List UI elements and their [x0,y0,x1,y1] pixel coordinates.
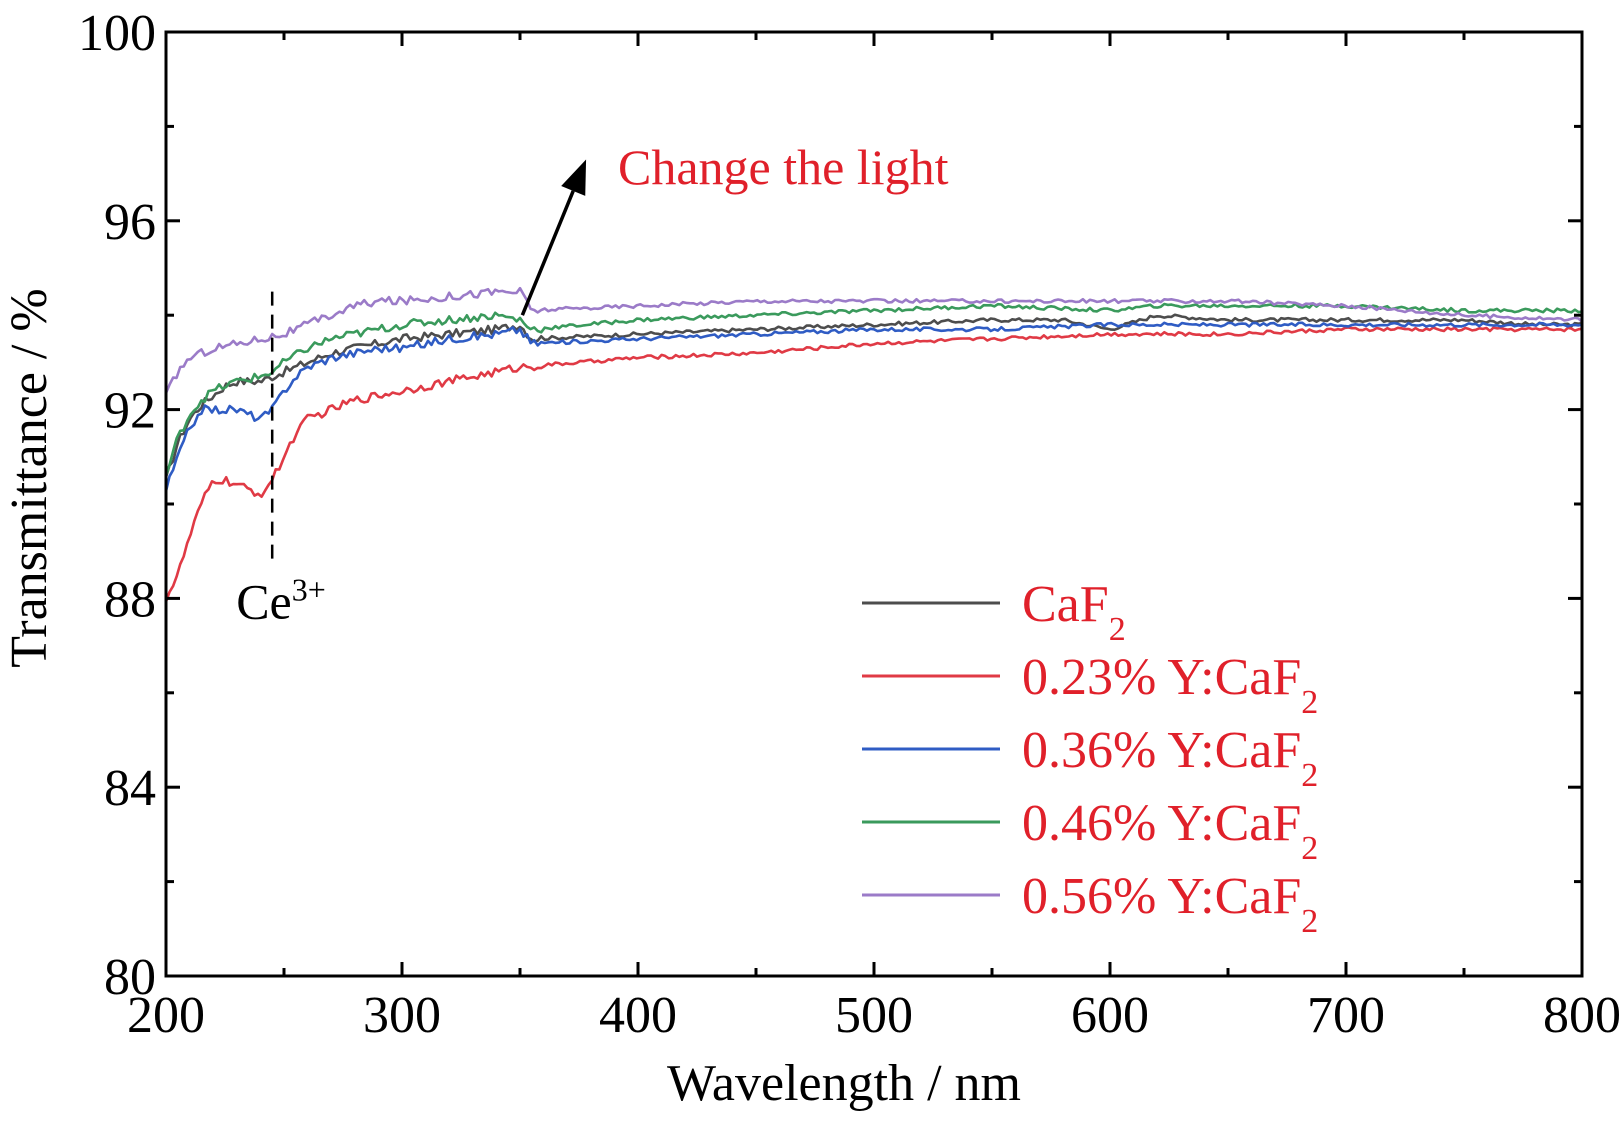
legend-label-main: 0.56% Y:CaF [1022,868,1301,925]
legend-label: 0.23% Y:CaF2 [1022,649,1318,721]
x-tick-label: 200 [127,987,205,1044]
x-tick-label: 500 [835,987,913,1044]
ce-label: Ce3+ [236,572,326,630]
x-axis-title: Wavelength / nm [667,1055,1021,1112]
series-line [164,286,1583,394]
y-tick-label: 100 [78,5,156,62]
ce-label-sup: 3+ [292,572,326,608]
arrow-head [561,159,587,196]
legend-label-sub: 2 [1301,903,1318,940]
y-tick-label: 80 [104,949,156,1006]
y-tick-label: 88 [104,571,156,628]
legend-label-sub: 2 [1301,684,1318,721]
arrow-line [520,190,575,316]
tick-labels: 200 300 400 500 600 700 800 80 84 88 92 96 100 [78,5,1621,1044]
arrow-text: Change the light [618,139,949,195]
x-tick-label: 600 [1071,987,1149,1044]
x-tick-label: 400 [599,987,677,1044]
legend-label: 0.46% Y:CaF2 [1022,795,1318,867]
legend-label-sub: 2 [1109,611,1126,648]
y-tick-label: 92 [104,383,156,440]
legend-label-main: 0.36% Y:CaF [1022,722,1301,779]
y-tick-label: 96 [104,194,156,251]
legend-label-sub: 2 [1301,830,1318,867]
y-tick-label: 84 [104,760,156,817]
y-axis-title: Transmittance / % [1,288,58,667]
x-tick-label: 700 [1307,987,1385,1044]
series-line [164,326,1583,603]
legend-label: 0.36% Y:CaF2 [1022,722,1318,794]
legend-label: 0.56% Y:CaF2 [1022,868,1318,940]
legend-label: CaF2 [1022,576,1126,648]
legend-label-sub: 2 [1301,757,1318,794]
axis-ticks [164,30,1584,978]
ce-label-main: Ce [236,574,292,630]
x-tick-label: 800 [1543,987,1621,1044]
annotations: Ce3+ Change the light [236,139,948,630]
plot-lines [164,286,1583,603]
legend-label-main: 0.46% Y:CaF [1022,795,1301,852]
x-tick-label: 300 [363,987,441,1044]
series-line [164,313,1583,478]
legend-label-main: 0.23% Y:CaF [1022,649,1301,706]
series-line [164,321,1583,492]
legend-label-main: CaF [1022,576,1109,633]
